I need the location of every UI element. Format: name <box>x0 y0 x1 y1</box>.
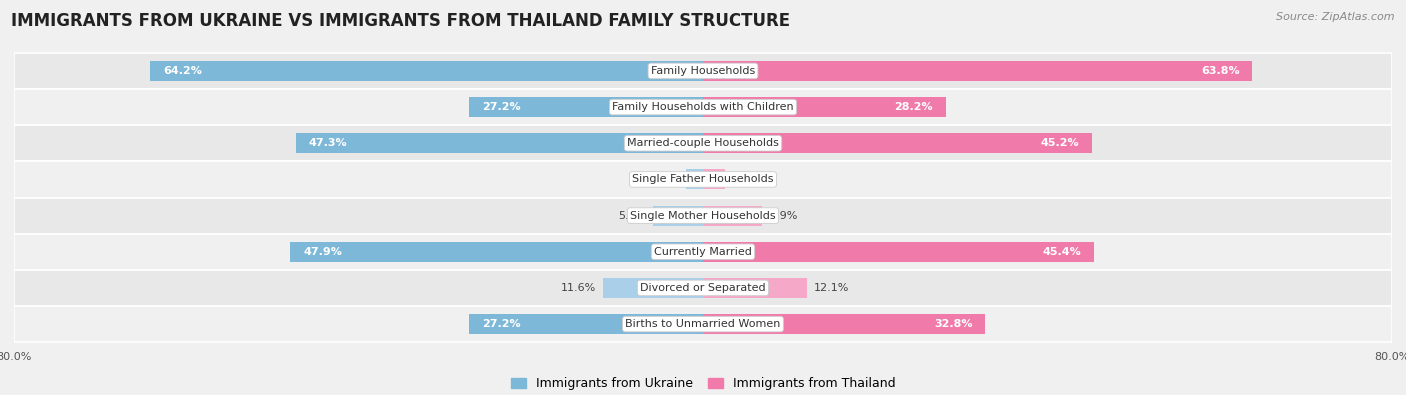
Bar <box>295 133 703 153</box>
Text: Divorced or Separated: Divorced or Separated <box>640 283 766 293</box>
Text: 47.3%: 47.3% <box>308 138 347 148</box>
Bar <box>14 198 1392 234</box>
Bar <box>703 278 807 298</box>
Text: 12.1%: 12.1% <box>814 283 849 293</box>
Bar <box>703 242 1094 262</box>
Bar <box>291 242 703 262</box>
Text: Single Father Households: Single Father Households <box>633 175 773 184</box>
Text: 47.9%: 47.9% <box>304 247 342 257</box>
Bar <box>150 61 703 81</box>
Text: 6.9%: 6.9% <box>769 211 797 220</box>
Bar <box>703 133 1092 153</box>
Text: Family Households with Children: Family Households with Children <box>612 102 794 112</box>
Text: 2.0%: 2.0% <box>651 175 679 184</box>
Bar <box>14 306 1392 342</box>
Text: 27.2%: 27.2% <box>482 319 520 329</box>
Bar <box>703 61 1253 81</box>
Text: 45.2%: 45.2% <box>1040 138 1080 148</box>
Bar <box>603 278 703 298</box>
Bar <box>14 125 1392 161</box>
Text: 5.8%: 5.8% <box>617 211 647 220</box>
Bar <box>686 169 703 189</box>
Text: 27.2%: 27.2% <box>482 102 520 112</box>
Text: 28.2%: 28.2% <box>894 102 934 112</box>
Legend: Immigrants from Ukraine, Immigrants from Thailand: Immigrants from Ukraine, Immigrants from… <box>506 372 900 395</box>
Text: Single Mother Households: Single Mother Households <box>630 211 776 220</box>
Text: 32.8%: 32.8% <box>934 319 973 329</box>
Bar <box>703 314 986 334</box>
Text: 45.4%: 45.4% <box>1042 247 1081 257</box>
Bar <box>703 206 762 226</box>
Text: Currently Married: Currently Married <box>654 247 752 257</box>
Bar <box>14 234 1392 270</box>
Text: Married-couple Households: Married-couple Households <box>627 138 779 148</box>
Bar <box>14 270 1392 306</box>
Text: 64.2%: 64.2% <box>163 66 202 76</box>
Bar <box>468 314 703 334</box>
Text: Births to Unmarried Women: Births to Unmarried Women <box>626 319 780 329</box>
Bar <box>14 89 1392 125</box>
Bar <box>703 97 946 117</box>
Text: IMMIGRANTS FROM UKRAINE VS IMMIGRANTS FROM THAILAND FAMILY STRUCTURE: IMMIGRANTS FROM UKRAINE VS IMMIGRANTS FR… <box>11 12 790 30</box>
Text: 2.5%: 2.5% <box>731 175 759 184</box>
Bar <box>703 169 724 189</box>
Text: 11.6%: 11.6% <box>561 283 596 293</box>
Text: Source: ZipAtlas.com: Source: ZipAtlas.com <box>1277 12 1395 22</box>
Bar <box>468 97 703 117</box>
Text: 63.8%: 63.8% <box>1201 66 1240 76</box>
Bar <box>14 161 1392 198</box>
Bar <box>652 206 703 226</box>
Bar <box>14 53 1392 89</box>
Text: Family Households: Family Households <box>651 66 755 76</box>
